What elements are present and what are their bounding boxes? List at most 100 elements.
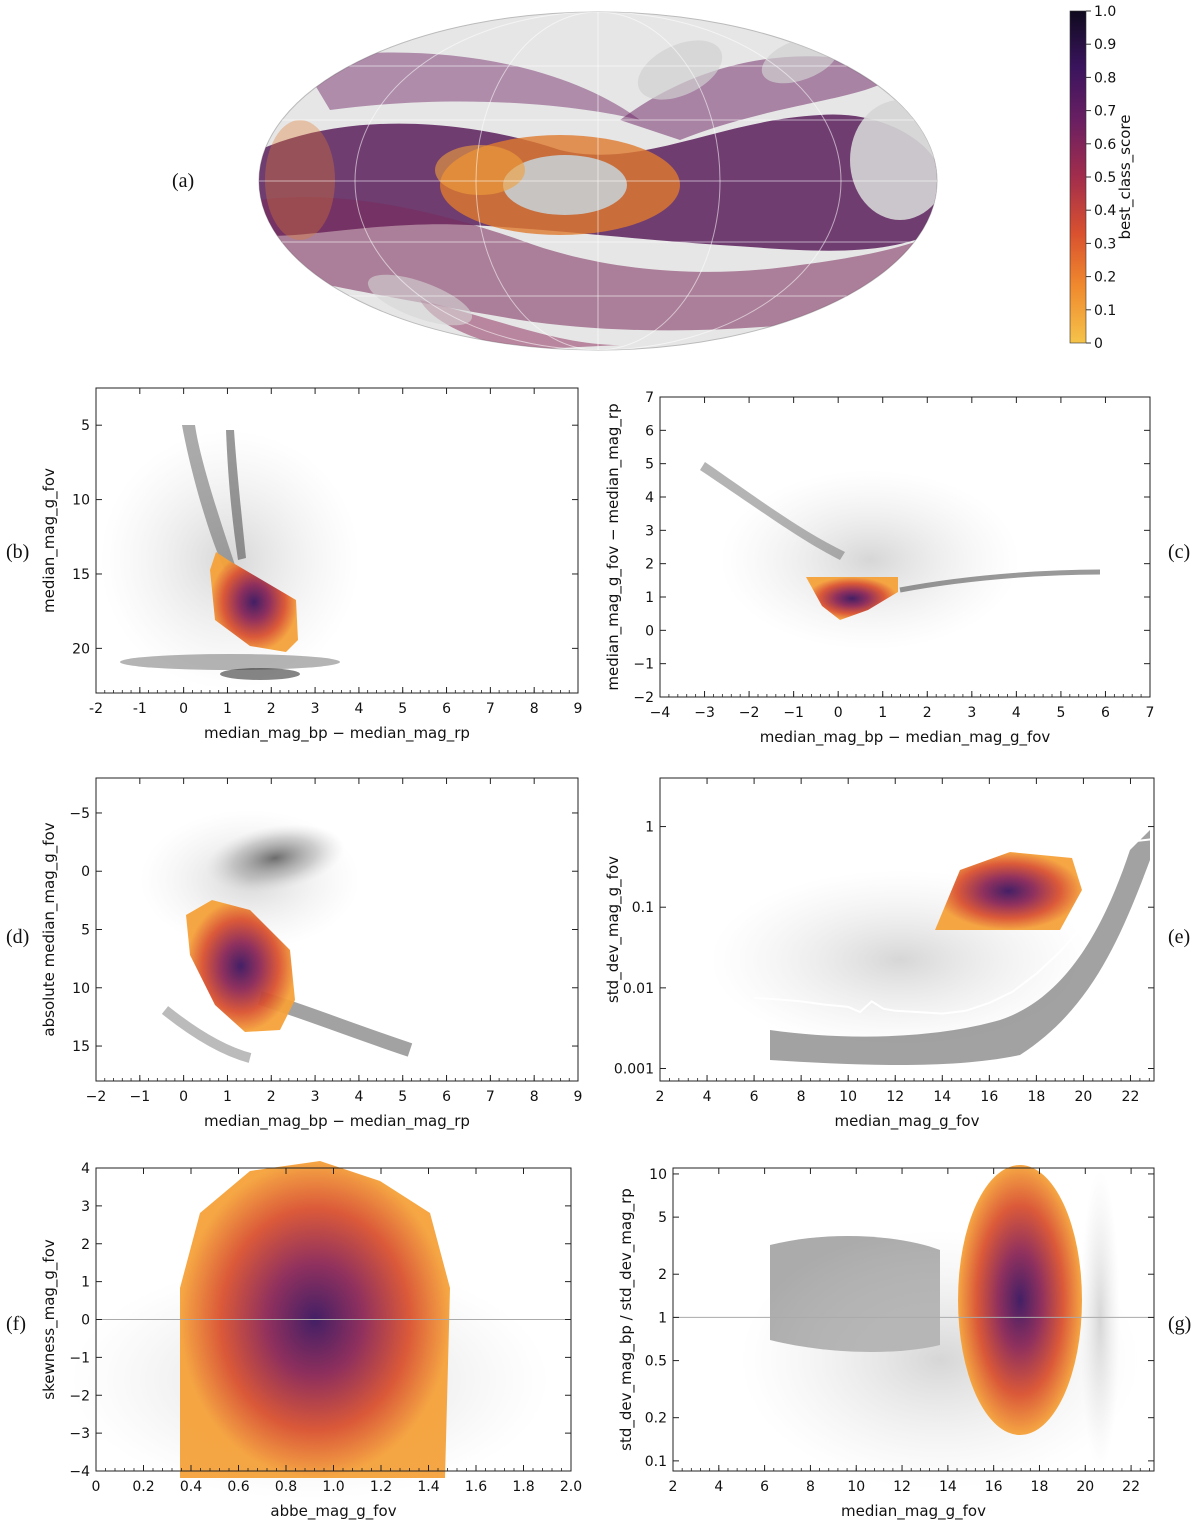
x-tick-label: 7 <box>486 701 495 717</box>
colorbar-tick-label: 0.1 <box>1094 303 1116 319</box>
x-tick-label: 3 <box>967 705 976 721</box>
x-tick-label: 0.8 <box>275 1479 297 1495</box>
x-tick-label: 0.6 <box>227 1479 249 1495</box>
panel-label-c: (c) <box>1168 541 1190 563</box>
panel-label-g: (g) <box>1168 1313 1191 1335</box>
x-tick-label: 16 <box>980 1089 998 1105</box>
y-tick-label: −4 <box>69 1464 90 1480</box>
x-tick-label: 6 <box>760 1479 769 1495</box>
panel-c-highlight-region <box>806 577 898 620</box>
y-tick-label: 1 <box>645 590 654 606</box>
y-axis-label: median_mag_g_fov − median_mag_rp <box>604 403 623 690</box>
y-tick-label: 1 <box>81 1275 90 1291</box>
x-tick-label: 1 <box>223 1089 232 1105</box>
y-tick-label: 0.01 <box>623 981 654 997</box>
panel-b-frame <box>95 387 579 694</box>
x-tick-label: 22 <box>1122 1479 1140 1495</box>
panel-a-skymap <box>258 11 938 351</box>
colorbar-tick-label: 0.3 <box>1094 236 1116 252</box>
y-tick-label: −3 <box>69 1426 90 1442</box>
x-tick-label: −4 <box>650 705 671 721</box>
y-tick-label: 5 <box>81 418 90 434</box>
panel-d-scatter <box>140 810 413 1063</box>
y-tick-label: 0.1 <box>645 1454 667 1470</box>
x-tick-label: 22 <box>1122 1089 1140 1105</box>
y-tick-label: 15 <box>72 1039 90 1055</box>
y-tick-label: 5 <box>81 923 90 939</box>
y-tick-label: 20 <box>72 641 90 657</box>
y-tick-label: 3 <box>645 523 654 539</box>
y-axis-label: std_dev_mag_g_fov <box>604 856 623 1003</box>
y-tick-label: 1 <box>658 1310 667 1326</box>
panel-f-scatter <box>70 1161 571 1500</box>
y-axis-label: median_mag_g_fov <box>40 468 59 613</box>
x-tick-label: −2 <box>739 705 760 721</box>
panel-g-highlight-region <box>958 1165 1082 1435</box>
panel-g-axes: 2 4 6 8 10 12 14 16 18 20 220.10.20.512510median_m… <box>617 1167 1155 1521</box>
panel-c-frame <box>659 396 1151 698</box>
x-tick-label: -1 <box>133 701 147 717</box>
panel-f-axes: 0 0.2 0.4 0.6 0.8 1.0 1.2 1.4 1.6 1.8 2.0 −4 −3 −2 −1 0… <box>40 1161 582 1521</box>
x-tick-label: 5 <box>1056 705 1065 721</box>
y-tick-label: 7 <box>645 390 654 406</box>
x-tick-label: 12 <box>886 1089 904 1105</box>
x-tick-label: -2 <box>89 701 103 717</box>
x-tick-label: 0 <box>834 705 843 721</box>
x-tick-label: 1.8 <box>512 1479 534 1495</box>
colorbar-tick-label: 0.8 <box>1094 70 1116 86</box>
x-tick-label: 7 <box>486 1089 495 1105</box>
panel-e-scatter <box>710 830 1155 1065</box>
x-tick-label: 8 <box>530 1089 539 1105</box>
x-tick-label: 4 <box>714 1479 723 1495</box>
panel-label-f: (f) <box>6 1313 26 1335</box>
panel-e-frame <box>659 777 1155 1082</box>
x-tick-label: −1 <box>129 1089 150 1105</box>
x-tick-label: 20 <box>1076 1479 1094 1495</box>
mollweide-graticule <box>259 12 937 350</box>
colorbar-tick-label: 1.0 <box>1094 4 1116 20</box>
panel-d-axes: −2 −1 0 1 2 3 4 5 6 7 8 9 −5 0 5 10 15 median_mag_bp − me… <box>40 777 583 1131</box>
panel-d-frame <box>95 777 579 1082</box>
y-tick-label: 10 <box>72 981 90 997</box>
colorbar-tick-label: 0.9 <box>1094 37 1116 53</box>
y-tick-label: −1 <box>69 1350 90 1366</box>
y-tick-label: 10 <box>72 493 90 509</box>
panel-b-axes: -2 -1 0 1 2 3 4 5 6 7 8 9 5 10 15 20 median_mag_bp − med… <box>40 387 582 743</box>
y-tick-label: 0.001 <box>614 1062 654 1078</box>
x-tick-label: 6 <box>442 701 451 717</box>
x-tick-label: 9 <box>574 1089 583 1105</box>
y-tick-label: 10 <box>649 1167 667 1183</box>
panel-e-highlight-region <box>935 852 1082 930</box>
x-tick-label: 10 <box>847 1479 865 1495</box>
y-tick-label: 0 <box>81 1313 90 1329</box>
panel-label-b: (b) <box>6 541 29 563</box>
y-tick-label: 0.2 <box>645 1411 667 1427</box>
x-tick-label: 0 <box>179 1089 188 1105</box>
colorbar-gradient <box>1069 10 1087 344</box>
y-tick-label: 4 <box>81 1161 90 1177</box>
y-tick-label: 0 <box>645 623 654 639</box>
panel-c-axes: −4 −3 −2 −1 0 1 2 3 4 5 6 7 −2 −1 0 1 2 3 4 5 6 7 median_mag_b… <box>604 390 1154 747</box>
colorbar: 0 0.1 0.2 0.3 0.4 0.5 0.6 0.7 0.8 0.9 1.0 best_cla… <box>1069 4 1135 352</box>
x-tick-label: 5 <box>398 701 407 717</box>
y-tick-label: 0.1 <box>632 900 654 916</box>
x-tick-label: 20 <box>1075 1089 1093 1105</box>
x-tick-label: 4 <box>354 1089 363 1105</box>
y-tick-label: 4 <box>645 490 654 506</box>
panel-d-highlight-region <box>186 900 295 1032</box>
x-tick-label: 1.4 <box>417 1479 439 1495</box>
x-tick-label: 1.2 <box>370 1479 392 1495</box>
x-tick-label: 1 <box>223 701 232 717</box>
x-tick-label: 0.2 <box>132 1479 154 1495</box>
x-tick-label: 14 <box>933 1089 951 1105</box>
y-axis-label: std_dev_mag_bp / std_dev_mag_rp <box>617 1188 636 1451</box>
x-tick-label: 2 <box>923 705 932 721</box>
x-tick-label: 1.6 <box>465 1479 487 1495</box>
x-tick-label: 1.0 <box>322 1479 344 1495</box>
y-tick-label: 3 <box>81 1199 90 1215</box>
x-tick-label: 2 <box>669 1479 678 1495</box>
y-tick-label: 5 <box>645 457 654 473</box>
y-tick-label: 0 <box>81 864 90 880</box>
x-tick-label: 3 <box>311 701 320 717</box>
